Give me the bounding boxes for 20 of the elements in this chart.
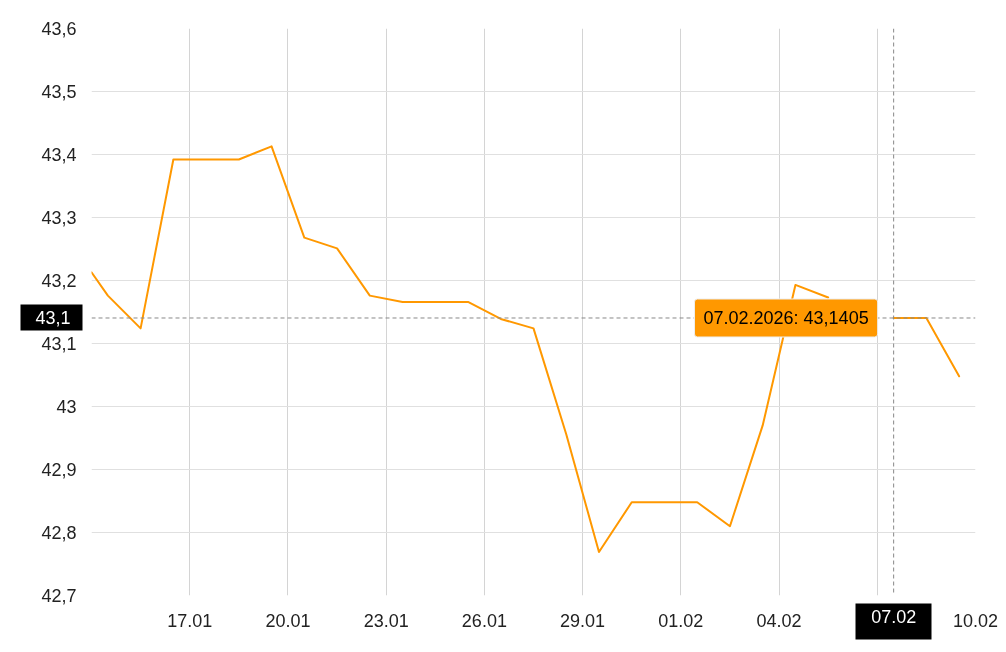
x-tick-label: 01.02 <box>658 610 704 631</box>
y-tick-label: 43,1 <box>41 334 77 354</box>
x-tick-label: 10.02 <box>952 610 999 631</box>
x-tick-label: 23.01 <box>363 610 409 631</box>
annotation: 07.02.2026: 43,1405 <box>703 307 869 328</box>
y-tick-label: 42,8 <box>41 523 77 543</box>
y-tick-label: 42,9 <box>41 460 77 480</box>
x-tick-label: 26.01 <box>461 610 507 631</box>
y-tick-label: 43,2 <box>41 271 77 291</box>
y-tick-label: 43,4 <box>41 145 77 165</box>
y-tick-label: 43 <box>56 397 77 417</box>
y-tick-label: 42,7 <box>41 586 77 606</box>
y-tick-label: 43,5 <box>41 82 77 102</box>
y-tick-label: 43,6 <box>41 19 77 39</box>
x-tick-label: 20.01 <box>265 610 311 631</box>
y-tick-label: 43,3 <box>41 208 77 228</box>
x-tick-label: 04.02 <box>756 610 802 631</box>
x-tick-label: 17.01 <box>167 610 213 631</box>
x-tick-label: 29.01 <box>560 610 606 631</box>
ref-line-label: 07.02 <box>871 606 917 627</box>
